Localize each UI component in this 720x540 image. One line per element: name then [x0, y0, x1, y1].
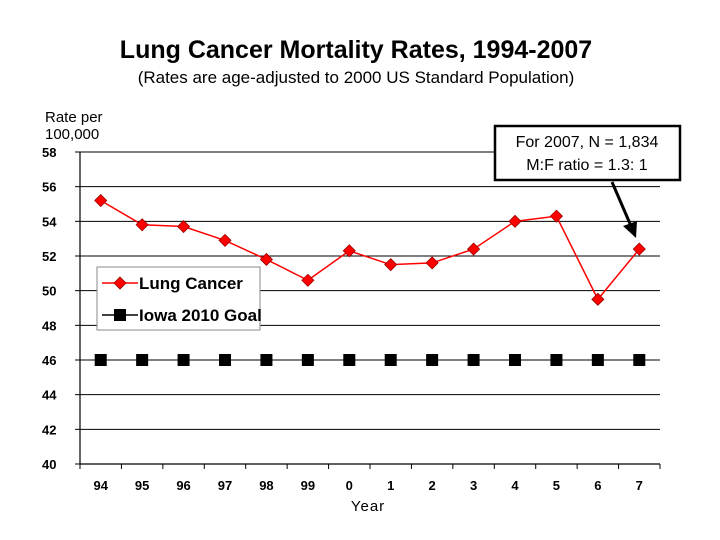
y-tick-label: 52 — [42, 249, 56, 264]
x-tick-label: 1 — [387, 478, 394, 493]
annotation-arrow-shaft — [610, 181, 633, 227]
data-point-diamond — [177, 219, 191, 234]
data-point-square — [343, 354, 356, 366]
data-point-diamond — [591, 292, 605, 306]
y-tick-label: 56 — [42, 180, 56, 195]
data-point-diamond — [94, 193, 108, 208]
x-tick-label: 6 — [594, 478, 601, 493]
annotation-line-2: M:F ratio = 1.3: 1 — [526, 157, 647, 174]
legend-label-lung-cancer: Lung Cancer — [139, 274, 243, 293]
data-point-diamond — [549, 209, 563, 223]
data-point-square — [94, 354, 107, 366]
annotation-arrow-head — [623, 221, 637, 238]
x-tick-label: 96 — [176, 478, 190, 493]
x-tick-label: 98 — [259, 478, 273, 493]
data-point-diamond — [218, 233, 232, 247]
legend-marker-iowa-goal — [114, 309, 126, 321]
data-point-square — [509, 354, 521, 366]
y-tick-label: 40 — [42, 457, 56, 472]
data-point-diamond — [467, 242, 481, 256]
legend: Lung Cancer Iowa 2010 Goal — [96, 266, 262, 331]
axes — [79, 152, 661, 469]
data-point-square — [591, 354, 604, 366]
series-lung-cancer — [94, 193, 646, 306]
y-tick-label: 48 — [42, 318, 56, 333]
legend-marker-lung-cancer — [113, 276, 127, 290]
data-point-square — [301, 354, 314, 366]
x-tick-label: 0 — [346, 478, 353, 493]
data-point-square — [426, 354, 439, 366]
series-line — [100, 199, 640, 301]
data-point-diamond — [342, 244, 356, 258]
x-tick-label: 95 — [135, 478, 149, 493]
data-point-diamond — [425, 256, 439, 270]
x-axis-label: Year — [351, 498, 385, 515]
y-tick-label: 54 — [42, 214, 57, 229]
x-tick-label: 94 — [93, 478, 108, 493]
x-tick-label: 99 — [301, 478, 315, 493]
y-tick-label: 58 — [42, 145, 56, 160]
x-tick-label: 4 — [511, 478, 519, 493]
y-tick-label: 50 — [42, 284, 56, 299]
chart-subtitle: (Rates are age-adjusted to 2000 US Stand… — [138, 68, 575, 87]
chart-title: Lung Cancer Mortality Rates, 1994-2007 — [120, 36, 592, 64]
series-iowa-2010-goal — [94, 354, 646, 366]
data-point-square — [219, 354, 231, 366]
y-axis-label-line-1: Rate per — [45, 109, 103, 126]
data-point-diamond — [384, 258, 398, 272]
data-point-square — [177, 354, 190, 366]
y-tick-label: 46 — [42, 353, 56, 368]
data-point-square — [136, 354, 149, 366]
y-axis-label-line-2: 100,000 — [45, 126, 99, 143]
data-point-diamond — [301, 273, 315, 287]
data-point-diamond — [135, 218, 149, 232]
data-point-square — [467, 354, 480, 366]
y-tick-labels: 40 42 44 46 48 50 52 54 56 58 — [42, 145, 57, 472]
data-point-square — [633, 354, 646, 366]
data-point-diamond — [259, 252, 273, 267]
annotation-line-1: For 2007, N = 1,834 — [516, 134, 659, 151]
series-layer — [94, 193, 646, 366]
annotation: For 2007, N = 1,834 M:F ratio = 1.3: 1 — [493, 124, 682, 238]
data-point-diamond — [632, 242, 646, 256]
data-point-square — [384, 354, 397, 366]
legend-label-iowa-goal: Iowa 2010 Goal — [139, 306, 262, 325]
y-tick-label: 44 — [42, 388, 57, 403]
data-point-square — [260, 354, 273, 366]
x-tick-label: 3 — [470, 478, 477, 493]
data-point-square — [550, 354, 563, 366]
x-tick-label: 2 — [429, 478, 436, 493]
x-tick-label: 7 — [636, 478, 643, 493]
data-point-diamond — [508, 214, 522, 228]
x-tick-label: 97 — [218, 478, 232, 493]
annotation-box — [493, 124, 682, 182]
x-tick-labels: 94 95 96 97 98 99 0 1 2 3 4 5 6 7 — [93, 478, 642, 493]
x-tick-label: 5 — [553, 478, 560, 493]
y-tick-label: 42 — [42, 422, 56, 437]
